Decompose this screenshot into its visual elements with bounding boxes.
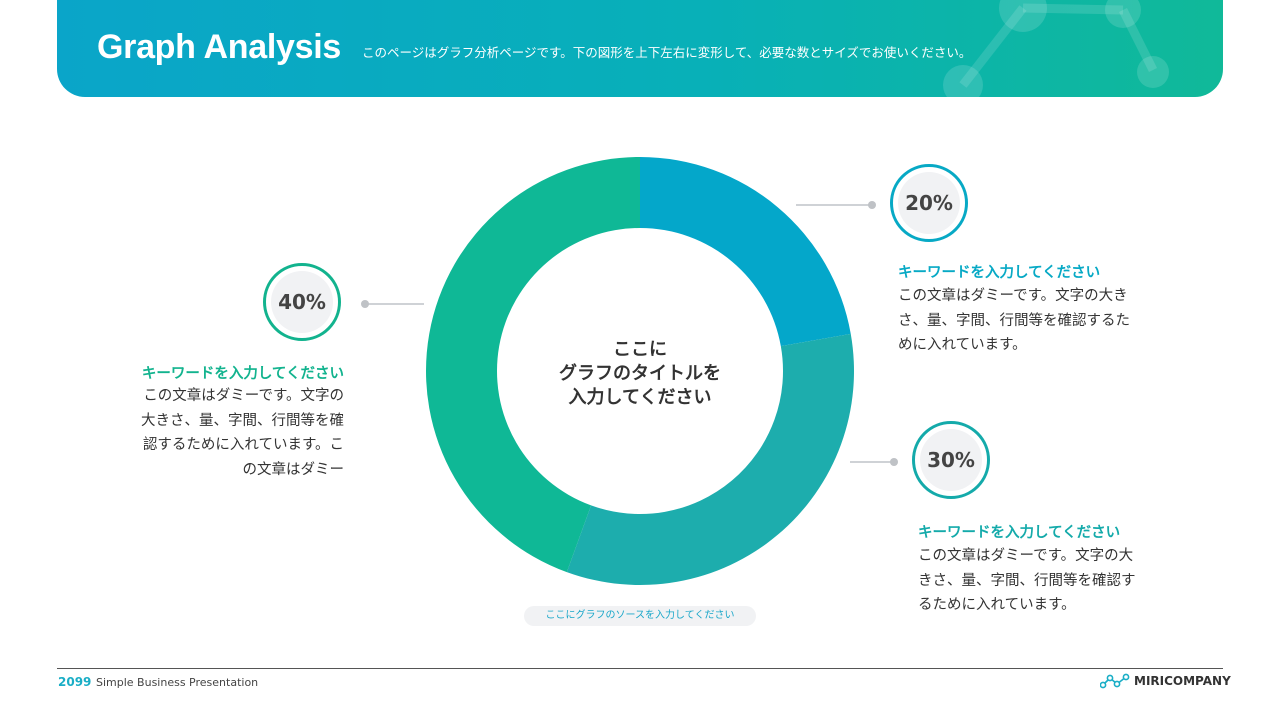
chart-title-line-1: ここに <box>613 339 667 360</box>
donut-slice-40 <box>425 157 640 573</box>
footer-text: Simple Business Presentation <box>96 676 259 689</box>
percent-badge-20: 20% <box>890 164 968 242</box>
description-40: この文章はダミーです。文字の 大きさ、量、字間、行間等を確 認するために入れてい… <box>141 388 344 478</box>
page-title: Graph Analysis <box>97 28 341 66</box>
keyword-label-30: キーワードを入力してください <box>918 525 1121 541</box>
keyword-label-20: キーワードを入力してください <box>898 265 1101 281</box>
chart-source-label: ここにグラフのソースを入力してください <box>524 606 756 626</box>
connector-line-30 <box>850 458 898 466</box>
chart-title-line-2: グラフのタイトルを <box>559 363 721 384</box>
header-banner: Graph Analysis このページはグラフ分析ページです。下の図形を上下左… <box>57 0 1223 97</box>
donut-slice-20 <box>640 157 851 347</box>
donut-slice-30 <box>566 333 854 585</box>
brand-logo: MIRICOMPANY <box>1100 673 1231 689</box>
connector-line-40 <box>361 300 424 308</box>
chart-title-line-3: 入力してください <box>568 387 712 408</box>
footer-year: 2099 <box>58 675 92 689</box>
keyword-label-40: キーワードを入力してください <box>141 366 344 382</box>
percent-label-20: 20% <box>898 172 960 234</box>
page-subtitle: このページはグラフ分析ページです。下の図形を上下左右に変形して、必要な数とサイズ… <box>362 45 972 60</box>
percent-label-40: 40% <box>271 271 333 333</box>
percent-badge-40: 40% <box>263 263 341 341</box>
percent-label-30: 30% <box>920 429 982 491</box>
footer-divider <box>57 668 1223 669</box>
network-decoration-icon <box>943 0 1169 97</box>
description-30: この文章はダミーです。文字の大 きさ、量、字間、行間等を確認す るために入れてい… <box>918 548 1136 613</box>
description-20: この文章はダミーです。文字の大き さ、量、字間、行間等を確認するた めに入れてい… <box>898 288 1130 353</box>
percent-badge-30: 30% <box>912 421 990 499</box>
connector-line-20 <box>796 201 876 209</box>
chart-title: ここに グラフのタイトルを 入力してください <box>520 338 760 410</box>
network-logo-icon <box>1100 673 1130 689</box>
brand-name: MIRICOMPANY <box>1134 674 1231 688</box>
